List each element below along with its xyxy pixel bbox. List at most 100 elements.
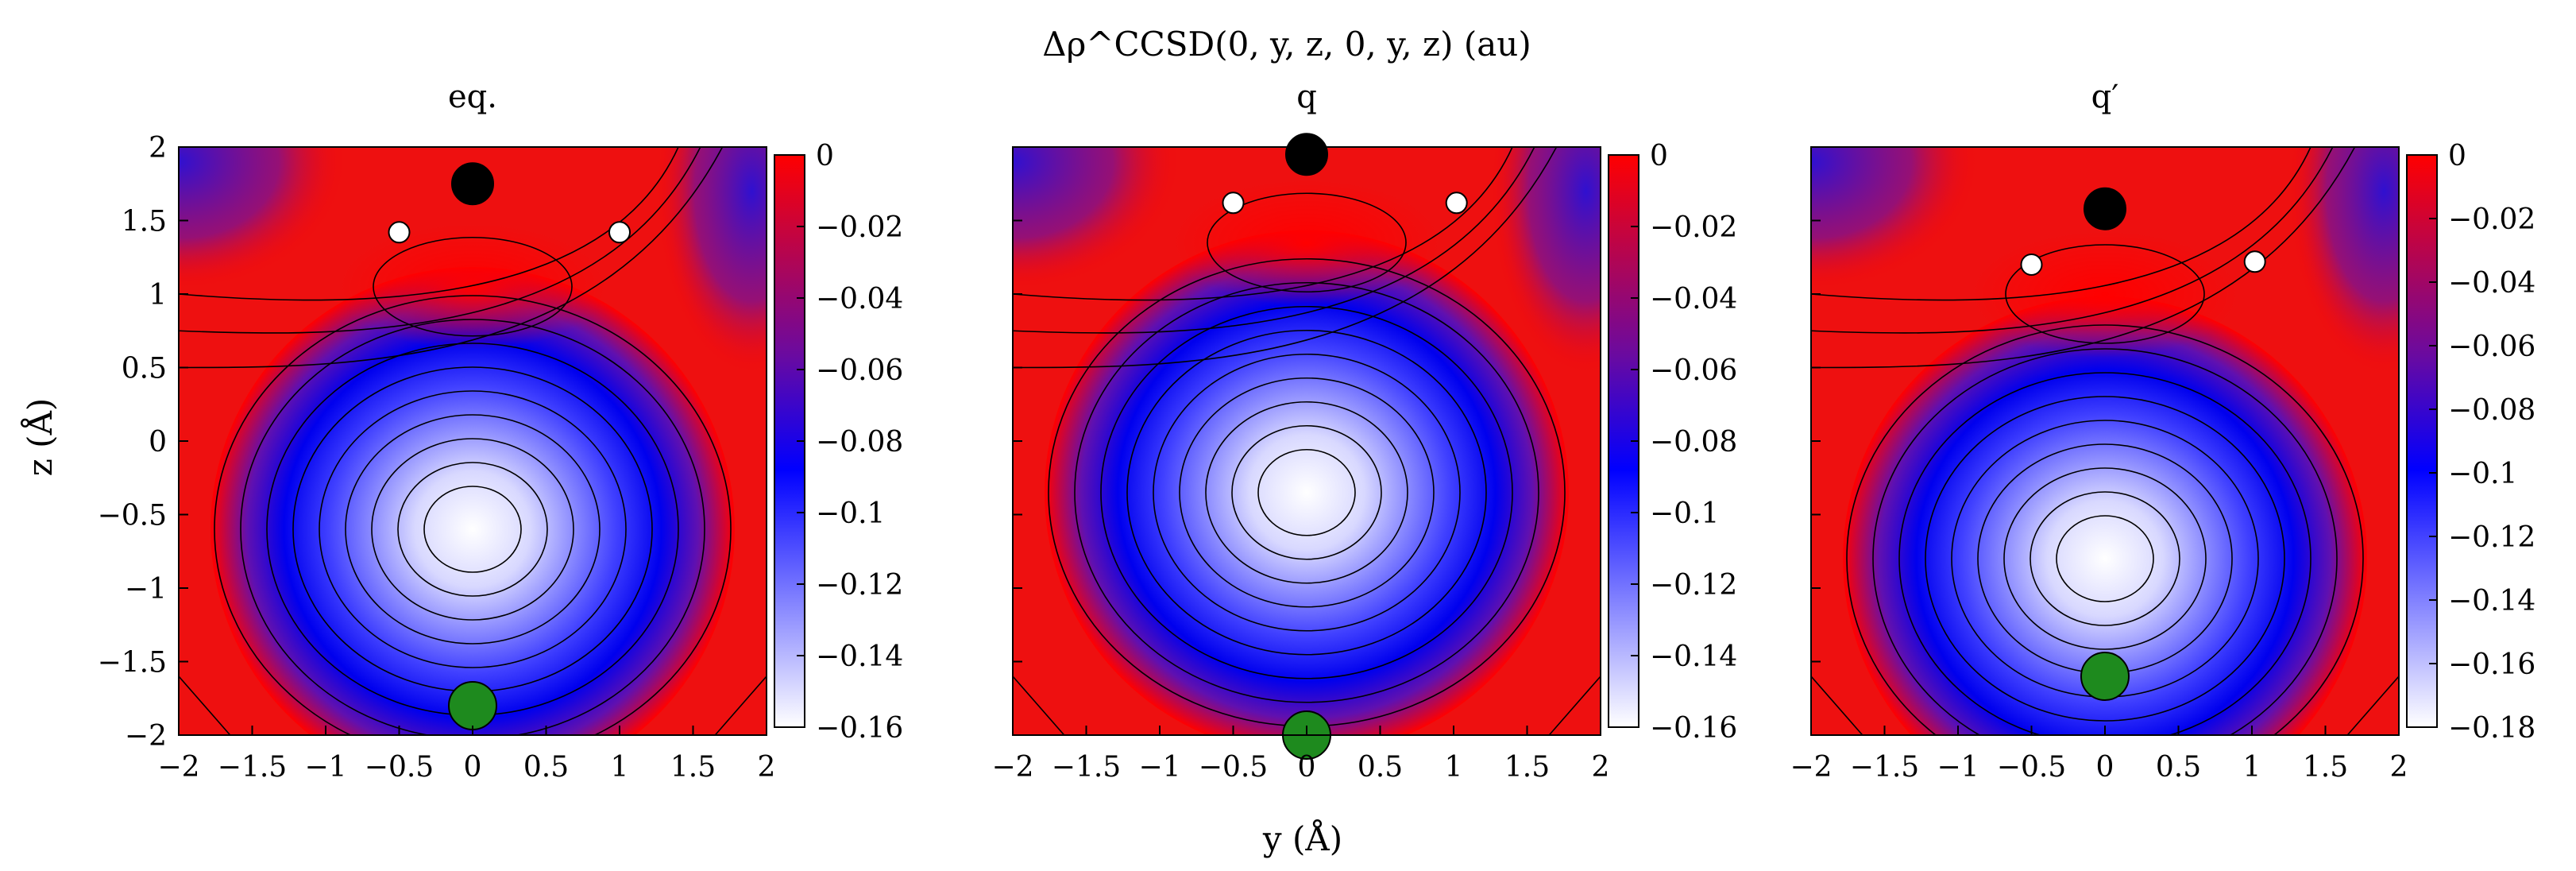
heatmap-area bbox=[1013, 147, 1601, 735]
contour-line bbox=[1126, 329, 1487, 656]
contour-line bbox=[423, 486, 522, 573]
x-axis-label: y (Å) bbox=[1262, 819, 1342, 858]
contour-line bbox=[240, 319, 705, 735]
heatmap-corner-region bbox=[656, 147, 767, 374]
y-tick-label: −0.5 bbox=[98, 500, 167, 532]
heatmap-corner-region bbox=[179, 147, 346, 289]
contour-line bbox=[1013, 147, 1535, 334]
contour-line bbox=[179, 147, 679, 301]
contour-line bbox=[1205, 401, 1408, 584]
density-minimum bbox=[1045, 230, 1569, 735]
colorbar-tick-label: −0.18 bbox=[2448, 712, 2535, 745]
x-tick-label: −1 bbox=[304, 751, 346, 784]
colorbar-tick-label: −0.06 bbox=[816, 354, 903, 387]
x-tick-label: −1 bbox=[1937, 751, 1979, 784]
atom-white bbox=[1222, 192, 1245, 215]
contour-line bbox=[1074, 281, 1539, 703]
y-tick-label: 1.5 bbox=[122, 206, 167, 238]
contour-line bbox=[2056, 515, 2154, 602]
contour-line bbox=[2346, 676, 2399, 735]
colorbar-tick-label: −0.1 bbox=[816, 497, 885, 530]
x-tick-label: 0.5 bbox=[2156, 751, 2201, 784]
atom-white bbox=[2243, 250, 2266, 273]
colorbar-tick-label: −0.14 bbox=[2448, 585, 2535, 617]
colorbar-tick-label: −0.06 bbox=[2448, 331, 2535, 363]
y-tick-label: 0 bbox=[149, 426, 167, 459]
contour-line bbox=[1811, 147, 2311, 301]
panels: eq. −2 −1.5 −1 −0.5 0 0.5 1 1.5 2 −2 −1.5 −1 −0.5 0 0.5… bbox=[98, 79, 2536, 784]
panel-subtitle: q′ bbox=[2091, 79, 2119, 115]
contour-line bbox=[1811, 147, 2334, 334]
colorbar-tick-label: −0.02 bbox=[1650, 211, 1737, 244]
x-tick-label: 1 bbox=[611, 751, 629, 784]
chart-panel-3: q′ −2 −1.5 −1 −0.5 0 0.5 1 1.5 2 0 −0.02 −0.04 −0.06 −… bbox=[1790, 79, 2535, 784]
x-tick-label: 0.5 bbox=[523, 751, 569, 784]
heatmap-corner-region bbox=[1811, 147, 1978, 289]
contour-line bbox=[1100, 305, 1513, 679]
contour-line bbox=[1153, 353, 1461, 632]
atom-green bbox=[2080, 652, 2130, 701]
colorbar-tick-label: −0.08 bbox=[816, 426, 903, 459]
colorbar-tick-label: 0 bbox=[1650, 140, 1668, 172]
contour-line bbox=[1811, 676, 1863, 735]
colorbar-tick-label: −0.04 bbox=[2448, 267, 2535, 300]
contour-line bbox=[1811, 147, 2356, 369]
contour-line bbox=[714, 676, 767, 735]
y-tick-label: 2 bbox=[149, 132, 167, 165]
x-tick-label: −2 bbox=[1790, 751, 1832, 784]
x-tick-label: 2 bbox=[2390, 751, 2408, 784]
contour-line bbox=[371, 438, 574, 621]
contour-line bbox=[373, 236, 573, 337]
atom-black bbox=[2084, 187, 2126, 230]
panel-subtitle: q bbox=[1296, 79, 1317, 115]
x-tick-label: 0 bbox=[1298, 751, 1316, 784]
contour-line bbox=[345, 414, 601, 645]
contour-line bbox=[214, 295, 732, 735]
colorbar-tick-label: −0.14 bbox=[1650, 641, 1737, 673]
contour-line bbox=[319, 390, 627, 668]
density-positive-lobe bbox=[1172, 179, 1442, 307]
x-tick-label: 1.5 bbox=[1504, 751, 1550, 784]
contour-line bbox=[2030, 491, 2180, 626]
x-tick-label: −1 bbox=[1138, 751, 1180, 784]
contour-line bbox=[179, 676, 231, 735]
contour-line bbox=[1257, 448, 1356, 536]
colorbar-tick-label: −0.08 bbox=[1650, 426, 1737, 459]
density-positive-lobe bbox=[1970, 230, 2240, 358]
colorbar-tick-label: −0.16 bbox=[2448, 648, 2535, 681]
x-tick-label: 1 bbox=[1445, 751, 1463, 784]
x-tick-label: −2 bbox=[157, 751, 199, 784]
contour-line bbox=[1925, 396, 2285, 722]
y-tick-label: −1 bbox=[125, 573, 167, 606]
heatmap-corner-region bbox=[2288, 147, 2399, 374]
colorbar-tick-label: −0.06 bbox=[1650, 354, 1737, 387]
atom-white bbox=[2020, 254, 2043, 276]
x-tick-label: −0.5 bbox=[365, 751, 434, 784]
x-tick-label: −1.5 bbox=[1052, 751, 1121, 784]
colorbar-tick-label: −0.1 bbox=[1650, 497, 1719, 530]
x-tick-label: 2 bbox=[1592, 751, 1610, 784]
figure-title: Δρ^CCSD(0, y, z, 0, y, z) (au) bbox=[1042, 25, 1531, 64]
y-axis-label: z (Å) bbox=[20, 398, 60, 477]
colorbar-tick-label: −0.16 bbox=[816, 712, 903, 745]
contour-line bbox=[179, 147, 724, 369]
colorbar-tick-label: −0.04 bbox=[816, 283, 903, 315]
colorbar-tick-label: 0 bbox=[2448, 140, 2466, 172]
atom-black bbox=[1285, 133, 1328, 176]
colorbar-tick-label: −0.02 bbox=[2448, 203, 2535, 236]
x-tick-label: −2 bbox=[991, 751, 1033, 784]
colorbar-tick-label: −0.02 bbox=[816, 211, 903, 244]
x-tick-label: 0 bbox=[464, 751, 482, 784]
atom-black bbox=[451, 162, 494, 206]
density-minimum bbox=[210, 267, 735, 735]
contour-line bbox=[179, 147, 701, 334]
y-tick-label: −2 bbox=[125, 720, 167, 753]
y-tick-label: 0.5 bbox=[122, 353, 167, 385]
colorbar-tick-label: −0.14 bbox=[816, 641, 903, 673]
chart-panel-1: eq. −2 −1.5 −1 −0.5 0 0.5 1 1.5 2 −2 −1.5 −1 −0.5 0 0.5… bbox=[98, 79, 904, 784]
x-tick-label: −1.5 bbox=[1850, 751, 1919, 784]
colorbar-tick-label: −0.04 bbox=[1650, 283, 1737, 315]
atom-white bbox=[388, 221, 411, 244]
colorbar bbox=[774, 154, 805, 728]
colorbar-tick-label: −0.12 bbox=[2448, 521, 2535, 554]
